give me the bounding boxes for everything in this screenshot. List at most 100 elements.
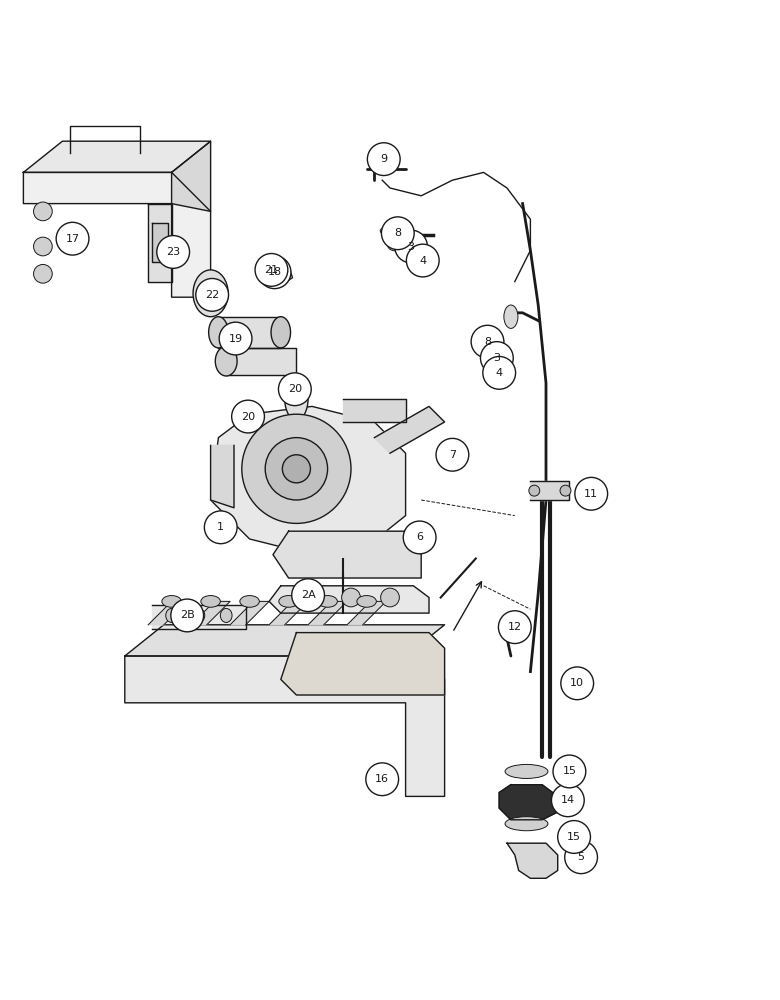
Text: 19: 19	[229, 334, 243, 344]
Ellipse shape	[356, 596, 376, 607]
Circle shape	[196, 278, 229, 311]
Text: 2A: 2A	[301, 590, 315, 600]
Polygon shape	[230, 601, 269, 625]
Text: 12: 12	[508, 622, 522, 632]
Ellipse shape	[318, 596, 337, 607]
Polygon shape	[191, 601, 230, 625]
Polygon shape	[23, 172, 211, 297]
Ellipse shape	[480, 351, 502, 360]
Ellipse shape	[215, 346, 237, 376]
Ellipse shape	[384, 234, 404, 243]
Circle shape	[265, 438, 328, 500]
Polygon shape	[23, 141, 211, 172]
Text: 9: 9	[380, 154, 388, 164]
Ellipse shape	[484, 367, 506, 376]
Text: 15: 15	[567, 832, 581, 842]
Polygon shape	[218, 317, 281, 348]
Circle shape	[367, 143, 400, 176]
Ellipse shape	[480, 335, 502, 345]
Text: 8: 8	[484, 337, 491, 347]
Ellipse shape	[388, 242, 407, 251]
Polygon shape	[152, 605, 246, 629]
Circle shape	[232, 400, 264, 433]
Circle shape	[278, 373, 311, 406]
Circle shape	[171, 599, 204, 632]
Text: 22: 22	[205, 290, 219, 300]
Polygon shape	[343, 399, 406, 422]
Polygon shape	[152, 223, 168, 262]
Polygon shape	[530, 481, 569, 500]
Polygon shape	[148, 601, 187, 625]
Text: 1: 1	[218, 522, 224, 532]
Circle shape	[560, 485, 571, 496]
Text: 11: 11	[584, 489, 598, 499]
Circle shape	[561, 667, 594, 700]
Polygon shape	[507, 843, 558, 878]
Text: 18: 18	[268, 267, 282, 277]
Polygon shape	[281, 633, 445, 695]
Ellipse shape	[285, 377, 308, 420]
Circle shape	[480, 342, 513, 374]
Circle shape	[553, 755, 586, 788]
Circle shape	[34, 202, 52, 221]
Circle shape	[292, 579, 324, 612]
Text: 5: 5	[578, 852, 584, 862]
Text: 8: 8	[394, 228, 402, 238]
Text: 3: 3	[494, 353, 500, 363]
Ellipse shape	[193, 270, 229, 317]
Circle shape	[258, 256, 291, 289]
Text: 10: 10	[570, 678, 584, 688]
Ellipse shape	[162, 596, 181, 607]
Polygon shape	[125, 656, 445, 796]
Circle shape	[565, 841, 597, 874]
Circle shape	[403, 521, 436, 554]
Text: 16: 16	[375, 774, 389, 784]
Polygon shape	[273, 531, 421, 578]
Polygon shape	[269, 601, 308, 625]
Circle shape	[558, 821, 590, 853]
Circle shape	[575, 477, 608, 510]
Polygon shape	[211, 406, 406, 555]
Circle shape	[34, 237, 52, 256]
Circle shape	[219, 322, 252, 355]
Ellipse shape	[505, 817, 548, 831]
Circle shape	[56, 222, 89, 255]
Text: 7: 7	[448, 450, 456, 460]
Circle shape	[34, 264, 52, 283]
Ellipse shape	[193, 608, 204, 622]
Circle shape	[282, 455, 310, 483]
Polygon shape	[148, 204, 172, 282]
Circle shape	[342, 588, 360, 607]
Polygon shape	[374, 406, 445, 453]
Polygon shape	[172, 141, 211, 211]
Polygon shape	[499, 785, 558, 820]
Circle shape	[395, 230, 427, 263]
Circle shape	[157, 236, 190, 268]
Circle shape	[529, 485, 540, 496]
Polygon shape	[269, 586, 429, 613]
Text: 17: 17	[66, 234, 80, 244]
Circle shape	[366, 763, 399, 796]
Text: 6: 6	[417, 532, 423, 542]
Polygon shape	[347, 601, 386, 625]
Circle shape	[498, 611, 531, 644]
Circle shape	[242, 414, 351, 523]
Circle shape	[381, 588, 399, 607]
Circle shape	[483, 356, 516, 389]
Text: 2B: 2B	[180, 610, 194, 620]
Circle shape	[204, 511, 237, 544]
Ellipse shape	[201, 596, 221, 607]
Text: 20: 20	[241, 412, 255, 422]
Circle shape	[303, 588, 321, 607]
Polygon shape	[211, 445, 234, 508]
Polygon shape	[125, 625, 445, 656]
Text: 4: 4	[419, 256, 427, 266]
Ellipse shape	[381, 226, 399, 236]
Circle shape	[551, 784, 584, 817]
Ellipse shape	[279, 596, 298, 607]
Text: 3: 3	[408, 242, 414, 252]
Ellipse shape	[220, 608, 232, 622]
Circle shape	[471, 325, 504, 358]
Text: 4: 4	[495, 368, 503, 378]
Polygon shape	[308, 601, 347, 625]
